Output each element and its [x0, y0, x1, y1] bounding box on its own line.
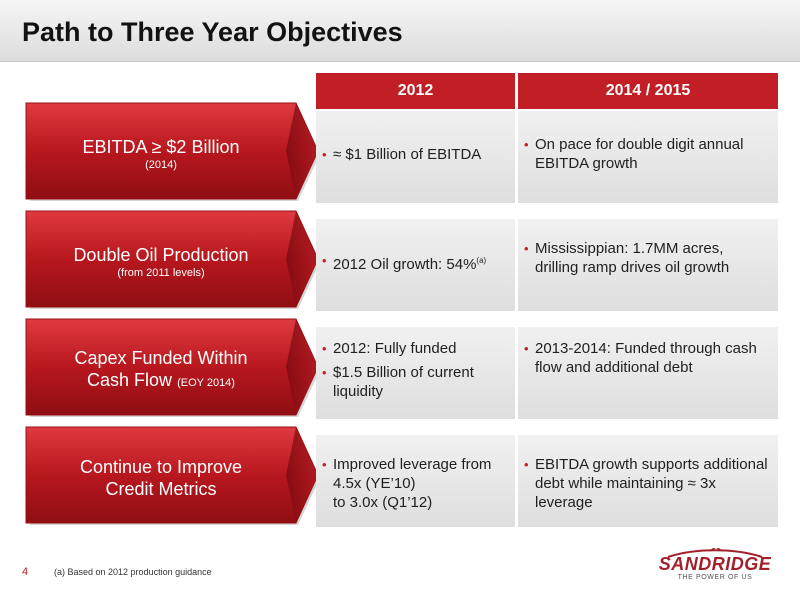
footnote-ref: (a) — [476, 256, 487, 265]
objective-note: (from 2011 levels) — [117, 267, 205, 279]
bullet-icon: • — [322, 365, 327, 380]
logo-wordmark: SANDRIDGE — [658, 554, 772, 574]
arrow-shape — [25, 102, 320, 201]
cell-2015-ebitda: • On pace for double digit annual EBITDA… — [518, 111, 778, 203]
bullet-icon: • — [524, 457, 529, 472]
objective-title-line1: Capex Funded Within — [74, 347, 248, 368]
column-header-2014-2015: 2014 / 2015 — [518, 73, 778, 109]
cell-2012-oil: • 2012 Oil growth: 54%(a) — [316, 219, 515, 311]
cell-2015-capex: • 2013-2014: Funded through cash flow an… — [518, 327, 778, 419]
objective-note: (EOY 2014) — [177, 376, 235, 389]
bullet-icon: • — [322, 253, 327, 268]
list-item: • Improved leverage from 4.5x (YE’10) to… — [322, 456, 492, 511]
objective-arrow-oil: Double Oil Production (from 2011 levels) — [24, 207, 324, 317]
objective-title: EBITDA ≥ $2 Billion — [82, 137, 240, 157]
list-item: • 2012: Fully funded — [322, 340, 457, 357]
page-title: Path to Three Year Objectives — [22, 17, 403, 47]
list-item: • Mississippian: 1.7MM acres, drilling r… — [524, 240, 730, 276]
title-bar: Path to Three Year Objectives — [0, 0, 800, 62]
objective-arrow-credit: Continue to Improve Credit Metrics — [24, 423, 324, 533]
objective-note: (2014) — [145, 159, 177, 171]
list-item: • 2012 Oil growth: 54%(a) — [322, 253, 487, 273]
list-item: • 2013-2014: Funded through cash flow an… — [524, 340, 757, 376]
cell-2015-credit: • EBITDA growth supports additional debt… — [518, 435, 778, 527]
cell-2015-oil: • Mississippian: 1.7MM acres, drilling r… — [518, 219, 778, 311]
arrow-shape — [25, 426, 320, 525]
bullet-icon: • — [322, 457, 327, 472]
cell-2012-ebitda: • ≈ $1 Billion of EBITDA — [316, 111, 515, 203]
arrow-shape — [25, 318, 320, 417]
column-header-2012: 2012 — [316, 73, 515, 109]
logo-tagline: THE POWER OF US — [677, 574, 753, 581]
page-number: 4 — [22, 566, 29, 578]
list-item: • EBITDA growth supports additional debt… — [524, 456, 768, 511]
objective-arrow-ebitda: EBITDA ≥ $2 Billion (2014) — [24, 99, 324, 209]
bullet-icon: • — [524, 137, 529, 152]
cell-2012-credit: • Improved leverage from 4.5x (YE’10) to… — [316, 435, 515, 527]
list-item: • ≈ $1 Billion of EBITDA — [322, 146, 482, 163]
objective-title: Double Oil Production — [73, 245, 249, 265]
bullet-icon: • — [524, 241, 529, 256]
arrow-shape — [25, 210, 320, 309]
sandridge-logo: SANDRIDGE THE POWER OF US — [650, 548, 780, 582]
objective-title-line1: Continue to Improve — [79, 457, 243, 477]
bullet-icon: • — [322, 147, 327, 162]
logo-swoosh-icon — [667, 548, 763, 558]
objective-title-line2: Cash Flow — [87, 369, 173, 390]
cell-2012-capex: • 2012: Fully funded • $1.5 Billion of c… — [316, 327, 515, 419]
bullet-icon: • — [524, 341, 529, 356]
bullet-icon: • — [322, 341, 327, 356]
list-item: • $1.5 Billion of current liquidity — [322, 364, 474, 400]
objective-arrow-capex: Capex Funded Within Cash Flow (EOY 2014) — [24, 315, 324, 425]
footnote: (a) Based on 2012 production guidance — [54, 567, 212, 577]
list-item: • On pace for double digit annual EBITDA… — [524, 136, 744, 172]
objective-title-line2: Credit Metrics — [105, 479, 217, 499]
